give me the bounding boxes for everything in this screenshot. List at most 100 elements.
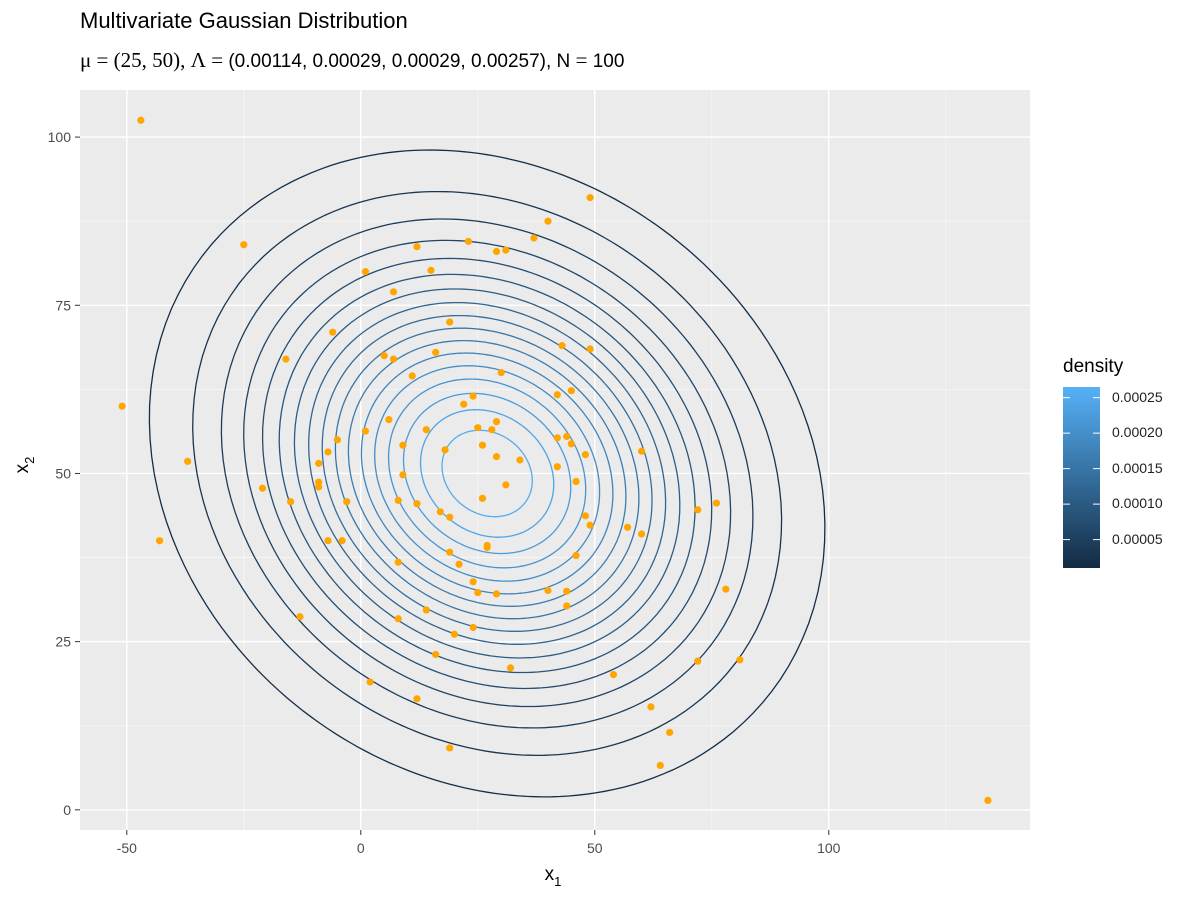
data-point [408, 372, 416, 380]
data-point [432, 348, 440, 356]
data-point [563, 602, 571, 610]
data-point [492, 247, 501, 256]
density-contour [220, 218, 754, 729]
chart-title: Multivariate Gaussian Distribution [80, 8, 408, 33]
data-point [361, 268, 370, 276]
data-point [137, 116, 145, 124]
data-point [469, 392, 477, 400]
data-point [563, 432, 571, 441]
data-point [647, 703, 655, 711]
density-contour [321, 314, 653, 632]
subtitle-eq-2: = [211, 48, 224, 72]
data-point [502, 481, 510, 489]
data-point [413, 695, 421, 703]
legend-label: 0.00020 [1112, 424, 1163, 441]
density-contour [192, 190, 783, 757]
data-point [399, 441, 407, 449]
y-tick-label: 75 [55, 297, 71, 313]
data-point [694, 506, 702, 514]
data-point [464, 237, 473, 245]
data-point [422, 606, 430, 614]
plot-panel [80, 90, 1030, 830]
data-points [118, 116, 992, 805]
x-axis: -50 0 50 100 [117, 830, 841, 856]
data-point [450, 630, 458, 638]
data-point [586, 194, 594, 202]
data-point [436, 508, 444, 516]
density-contour [334, 327, 640, 620]
data-point [516, 456, 524, 464]
data-point [324, 537, 332, 545]
data-point [637, 447, 646, 455]
density-contour [419, 409, 555, 538]
data-point [553, 463, 561, 471]
data-point [497, 368, 505, 377]
subtitle-mu-symbol: μ [80, 48, 92, 72]
density-contour [293, 288, 681, 659]
subtitle-lambda-value: (0.00114, 0.00029, 0.00029, 0.00257), [228, 51, 552, 72]
data-point [455, 560, 463, 568]
data-point [329, 328, 337, 336]
y-tick-label: 0 [63, 802, 71, 818]
density-contour [387, 378, 587, 569]
data-point [366, 678, 374, 686]
density-contour [261, 257, 713, 690]
data-point [567, 387, 575, 395]
data-point [460, 400, 468, 408]
data-point [315, 459, 323, 467]
data-point [563, 587, 571, 595]
data-point [184, 457, 192, 465]
data-point [984, 796, 992, 805]
data-point [722, 585, 730, 593]
grid-minor [80, 90, 1030, 830]
data-point [432, 650, 440, 659]
density-contour [148, 149, 826, 798]
data-point [446, 744, 454, 752]
data-point [492, 418, 501, 426]
y-tick-label: 50 [55, 465, 71, 481]
data-point [586, 345, 594, 353]
data-point [553, 434, 561, 442]
legend-ticks [1063, 397, 1100, 541]
chart-subtitle: μ = (25, 50), Λ = (0.00114, 0.00029, 0.0… [80, 48, 624, 73]
x-axis-label-sub: 1 [554, 874, 561, 889]
x-tick-label: 0 [357, 840, 365, 856]
data-point [394, 558, 402, 566]
data-point [666, 728, 674, 737]
data-point [609, 671, 618, 679]
data-point [488, 426, 496, 434]
data-point [118, 402, 126, 410]
data-point [258, 484, 267, 492]
y-axis-label: x2 [12, 457, 37, 474]
data-point [338, 537, 346, 545]
legend-title: density [1063, 356, 1124, 377]
data-point [572, 551, 580, 560]
data-point [343, 498, 351, 506]
data-point [736, 656, 744, 664]
legend-colorbar [1063, 387, 1100, 568]
x-tick-label: -50 [117, 840, 137, 856]
data-point [296, 613, 304, 621]
subtitle-lambda-symbol: Λ [190, 48, 206, 72]
x-axis-label: x1 [545, 864, 562, 889]
subtitle-mu-value: (25, 50), [113, 48, 186, 72]
density-contour [347, 339, 627, 607]
data-point [333, 436, 341, 444]
subtitle-eq-1: = [96, 48, 109, 72]
data-point [240, 241, 248, 249]
legend-label: 0.00025 [1112, 388, 1163, 405]
data-point [544, 586, 552, 595]
data-point [478, 494, 487, 502]
data-point [324, 448, 332, 456]
data-point [155, 537, 164, 545]
data-point [637, 530, 646, 538]
data-point [492, 590, 501, 598]
data-point [656, 761, 664, 770]
data-point [399, 471, 407, 479]
density-contour [278, 273, 696, 674]
density-contour [360, 352, 614, 595]
x-tick-label: 100 [817, 840, 841, 856]
data-point [530, 234, 538, 242]
subtitle-n-label: N [556, 51, 571, 72]
